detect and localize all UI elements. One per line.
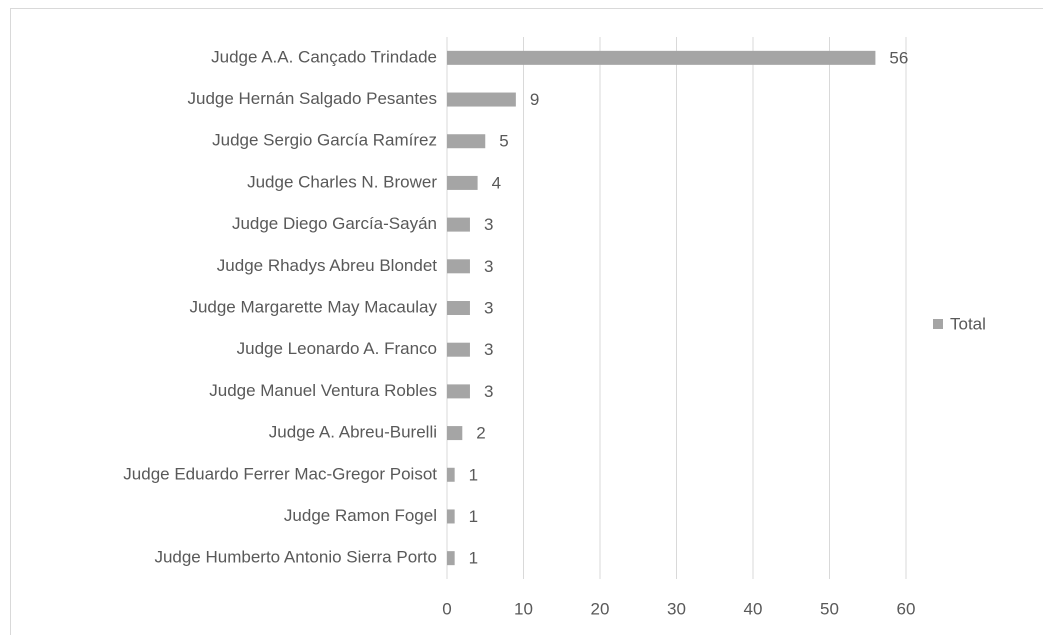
y-tick-label: Judge Sergio García Ramírez — [212, 131, 437, 150]
x-tick-label: 40 — [744, 599, 763, 618]
y-tick-label: Judge Ramon Fogel — [284, 506, 437, 525]
data-label: 5 — [499, 132, 508, 151]
data-label: 4 — [492, 173, 501, 192]
x-tick-label: 60 — [897, 599, 916, 618]
data-label: 9 — [530, 90, 539, 109]
x-tick-label: 50 — [820, 599, 839, 618]
bar — [447, 51, 875, 65]
y-tick-label: Judge Rhadys Abreu Blondet — [217, 256, 437, 275]
y-tick-label: Judge Margarette May Macaulay — [189, 297, 437, 316]
y-tick-label: Judge Hernán Salgado Pesantes — [187, 89, 437, 108]
y-tick-label: Judge Humberto Antonio Sierra Porto — [154, 548, 437, 567]
chart-border — [11, 9, 1043, 636]
data-label: 1 — [469, 465, 478, 484]
y-tick-label: Judge Leonardo A. Franco — [237, 339, 437, 358]
data-label: 3 — [484, 340, 493, 359]
x-tick-label: 10 — [514, 599, 533, 618]
bar — [447, 551, 455, 565]
data-label: 56 — [889, 48, 908, 67]
x-tick-label: 0 — [442, 599, 451, 618]
data-label: 1 — [469, 549, 478, 568]
legend-label: Total — [950, 314, 986, 333]
y-tick-label: Judge Charles N. Brower — [247, 172, 437, 191]
x-tick-label: 30 — [667, 599, 686, 618]
bar — [447, 468, 455, 482]
legend-swatch — [933, 319, 943, 329]
y-tick-label: Judge A. Abreu-Burelli — [269, 423, 437, 442]
bar — [447, 343, 470, 357]
bar — [447, 301, 470, 315]
bar — [447, 176, 478, 190]
data-label: 3 — [484, 382, 493, 401]
data-label: 3 — [484, 298, 493, 317]
data-label: 2 — [476, 424, 485, 443]
bar — [447, 384, 470, 398]
bar — [447, 218, 470, 232]
bar — [447, 93, 516, 107]
bar — [447, 509, 455, 523]
x-tick-label: 20 — [591, 599, 610, 618]
data-label: 3 — [484, 215, 493, 234]
data-label: 1 — [469, 507, 478, 526]
y-tick-label: Judge Eduardo Ferrer Mac-Gregor Poisot — [123, 464, 437, 483]
bar — [447, 134, 485, 148]
y-tick-label: Judge A.A. Cançado Trindade — [211, 47, 437, 66]
y-tick-label: Judge Manuel Ventura Robles — [209, 381, 437, 400]
bar — [447, 426, 462, 440]
bar — [447, 259, 470, 273]
y-tick-label: Judge Diego García-Sayán — [232, 214, 437, 233]
data-label: 3 — [484, 257, 493, 276]
